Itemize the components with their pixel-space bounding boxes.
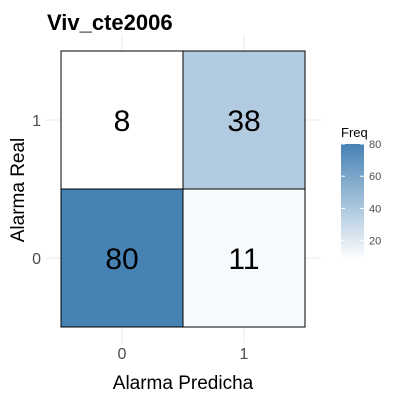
y-tick-label: 1 [32, 113, 41, 130]
cell-value-label: 38 [227, 105, 260, 138]
cell-value-label: 11 [228, 243, 259, 276]
chart-title: Viv_cte2006 [47, 10, 173, 35]
legend-tick-label: 40 [369, 203, 381, 215]
x-tick-label: 0 [118, 346, 127, 363]
color-legend: Freq 20 40 60 80 [341, 125, 381, 260]
legend-tick-label: 20 [369, 236, 381, 248]
legend-ticks: 20 40 60 80 [341, 139, 381, 248]
heatmap-cell [60, 50, 184, 190]
heatmap-cell [182, 188, 306, 328]
y-axis-title: Alarma Real [8, 138, 29, 243]
legend-colorbar [341, 144, 364, 260]
legend-tick-label: 60 [369, 171, 381, 183]
cell-value-label: 8 [114, 105, 131, 138]
legend-title: Freq [341, 125, 368, 140]
heatmap-cells [60, 50, 306, 328]
heatmap-cell [60, 188, 184, 328]
y-tick-label: 0 [32, 251, 41, 268]
cell-value-labels: 8 38 80 11 [105, 105, 260, 276]
x-tick-label: 1 [240, 346, 249, 363]
legend-tick-label: 80 [369, 139, 381, 151]
y-axis-ticks: 01 [32, 113, 41, 268]
cell-value-label: 80 [105, 243, 138, 276]
x-axis-title: Alarma Predicha [113, 373, 254, 394]
